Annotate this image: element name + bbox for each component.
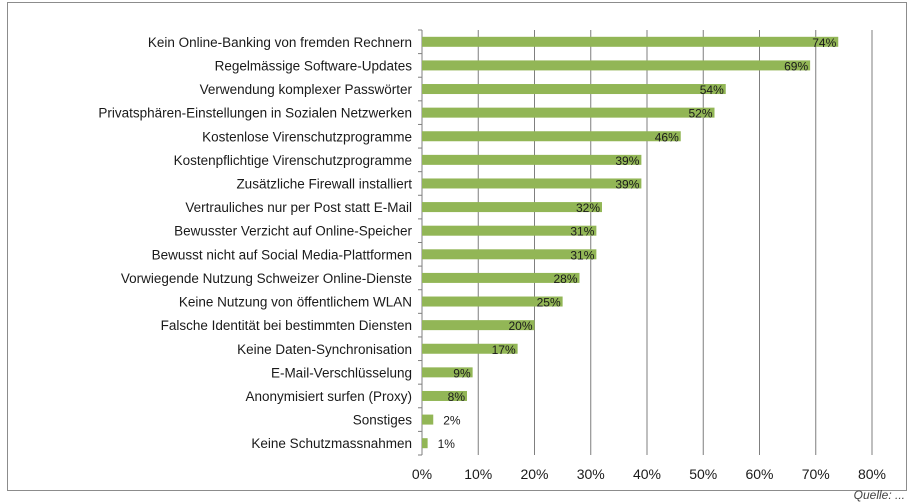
category-label: Regelmässige Software-Updates: [215, 58, 413, 73]
gridlines: [418, 29, 873, 456]
x-tick-label: 10%: [464, 466, 492, 482]
data-label: 25%: [537, 296, 561, 310]
category-labels: Kein Online-Banking von fremden Rechnern…: [98, 35, 412, 451]
bar: [422, 414, 434, 425]
category-label: Kostenlose Virenschutzprogramme: [202, 129, 412, 144]
bar: [422, 296, 563, 307]
category-label: Bewusst nicht auf Social Media-Plattform…: [152, 247, 412, 262]
x-tick-label: 60%: [745, 466, 773, 482]
bar: [422, 178, 642, 189]
bar: [422, 202, 602, 213]
data-label: 17%: [492, 343, 516, 357]
category-label: Verwendung komplexer Passwörter: [200, 82, 413, 97]
x-axis-ticks: 0% 10% 20% 30% 40% 50% 60% 70% 80%: [412, 466, 886, 482]
x-tick-label: 80%: [858, 466, 886, 482]
data-label: 9%: [453, 366, 471, 380]
x-tick-label: 50%: [689, 466, 717, 482]
x-tick-label: 40%: [633, 466, 661, 482]
data-label: 52%: [688, 107, 712, 121]
category-label: Falsche Identität bei bestimmten Dienste…: [161, 318, 412, 333]
data-label: 39%: [615, 177, 639, 191]
data-label: 8%: [448, 390, 466, 404]
chart-frame: 74% 69% 54% 52% 46% 39% 39% 32% 31% 31% 28% 25% 20% 1…: [7, 2, 907, 491]
category-label: Zusätzliche Firewall installiert: [236, 176, 412, 191]
data-label: 2%: [443, 414, 461, 428]
bars: [422, 36, 839, 449]
data-label: 31%: [570, 248, 594, 262]
bar: [422, 249, 597, 260]
category-label: Sonstiges: [353, 413, 413, 428]
data-label: 69%: [784, 59, 808, 73]
x-tick-label: 0%: [412, 466, 432, 482]
x-tick-label: 30%: [577, 466, 605, 482]
bar: [422, 367, 473, 378]
bar: [422, 84, 726, 95]
data-label: 20%: [508, 319, 532, 333]
x-tick-label: 20%: [520, 466, 548, 482]
data-label: 32%: [576, 201, 600, 215]
bar-chart: 74% 69% 54% 52% 46% 39% 39% 32% 31% 31% 28% 25% 20% 1…: [98, 29, 886, 482]
bar: [422, 320, 535, 331]
bar: [422, 272, 580, 283]
bar: [422, 131, 681, 142]
bar: [422, 36, 839, 47]
data-label: 54%: [700, 83, 724, 97]
data-label: 28%: [553, 272, 577, 286]
data-label: 46%: [655, 130, 679, 144]
data-label: 74%: [812, 36, 836, 50]
category-label: E-Mail-Verschlüsselung: [271, 365, 412, 380]
bar: [422, 225, 597, 236]
bar: [422, 390, 467, 401]
source-note: Quelle: ...: [853, 488, 905, 502]
category-label: Kein Online-Banking von fremden Rechnern: [148, 35, 412, 50]
category-label: Bewusster Verzicht auf Online-Speicher: [174, 224, 412, 239]
x-tick-label: 70%: [802, 466, 830, 482]
category-label: Keine Schutzmassnahmen: [251, 436, 412, 451]
category-label: Keine Nutzung von öffentlichem WLAN: [179, 295, 412, 310]
data-label: 39%: [615, 154, 639, 168]
category-label: Vertrauliches nur per Post statt E-Mail: [185, 200, 412, 215]
bar: [422, 154, 642, 165]
bar: [422, 60, 811, 71]
category-label: Kostenpflichtige Virenschutzprogramme: [174, 153, 412, 168]
category-label: Vorwiegende Nutzung Schweizer Online-Die…: [121, 271, 412, 286]
data-labels: 74% 69% 54% 52% 46% 39% 39% 32% 31% 31% 28% 25% 20% 1…: [438, 36, 837, 451]
bar: [422, 343, 518, 354]
bar: [422, 438, 428, 449]
bar: [422, 107, 715, 118]
data-label: 31%: [570, 225, 594, 239]
category-label: Keine Daten-Synchronisation: [237, 342, 412, 357]
category-label: Anonymisiert surfen (Proxy): [245, 389, 412, 404]
data-label: 1%: [438, 437, 456, 451]
category-label: Privatsphären-Einstellungen in Sozialen …: [98, 106, 412, 121]
